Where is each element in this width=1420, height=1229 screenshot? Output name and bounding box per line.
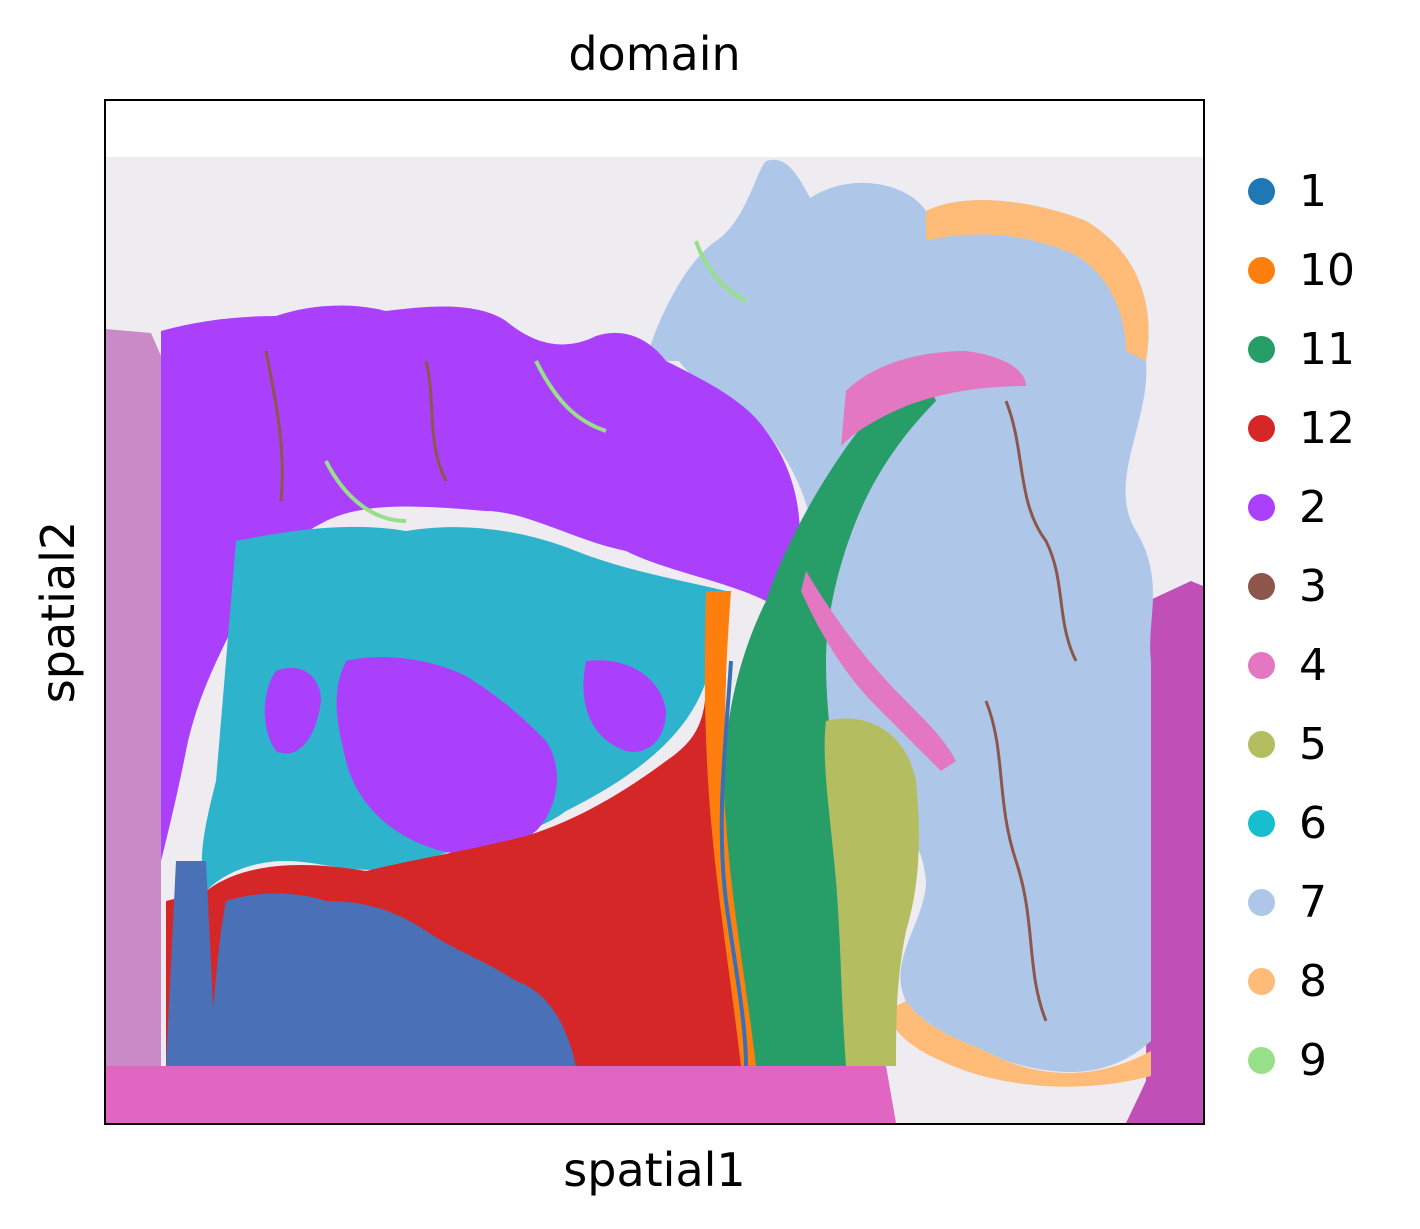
region-4-accent-b <box>801 571 956 771</box>
legend-marker-5 <box>1248 731 1275 758</box>
legend-item-4: 4 <box>1248 626 1355 705</box>
region-4-accent-a <box>841 351 1026 446</box>
region-8-border <box>926 200 1149 361</box>
region-2-lobe-a <box>264 667 321 754</box>
legend-label-8: 8 <box>1299 955 1327 1007</box>
chart-title: domain <box>568 27 741 81</box>
legend-marker-3 <box>1248 573 1275 600</box>
legend-item-6: 6 <box>1248 784 1355 863</box>
legend-marker-7 <box>1248 889 1275 916</box>
legend-marker-8 <box>1248 968 1275 995</box>
legend-label-1: 1 <box>1299 165 1327 217</box>
he-tissue-bottom <box>106 1066 896 1123</box>
legend-item-2: 2 <box>1248 468 1355 547</box>
legend-item-12: 12 <box>1248 389 1355 468</box>
legend-item-1: 1 <box>1248 152 1355 231</box>
region-5-patch <box>824 718 919 1066</box>
legend-label-11: 11 <box>1299 323 1355 375</box>
region-1-fingers <box>206 893 576 1066</box>
domain-regions <box>161 159 1153 1087</box>
legend-marker-12 <box>1248 415 1275 442</box>
legend-marker-6 <box>1248 810 1275 837</box>
vessel-line <box>719 660 748 1067</box>
region-9-trace-c <box>694 240 747 303</box>
legend: 1 10 11 12 2 3 4 5 6 7 8 9 <box>1248 152 1355 1100</box>
legend-item-9: 9 <box>1248 1021 1355 1100</box>
y-axis-label: spatial2 <box>31 520 85 704</box>
x-axis-label: spatial1 <box>563 1143 746 1197</box>
region-9-trace-b <box>534 360 607 433</box>
region-11-band <box>724 376 936 1066</box>
legend-marker-4 <box>1248 652 1275 679</box>
legend-marker-2 <box>1248 494 1275 521</box>
plot-area <box>104 99 1205 1125</box>
legend-label-9: 9 <box>1299 1034 1327 1086</box>
he-tissue-right <box>1126 581 1203 1123</box>
region-2-blob <box>336 656 557 855</box>
region-10-band <box>704 591 761 1066</box>
legend-label-5: 5 <box>1299 718 1327 770</box>
region-3-trace-a <box>264 350 284 502</box>
legend-item-5: 5 <box>1248 705 1355 784</box>
legend-item-7: 7 <box>1248 863 1355 942</box>
region-3-trace-c <box>1004 400 1078 662</box>
legend-label-3: 3 <box>1299 560 1327 612</box>
legend-item-10: 10 <box>1248 231 1355 310</box>
region-3-trace-b <box>424 360 448 482</box>
legend-label-2: 2 <box>1299 481 1327 533</box>
legend-label-4: 4 <box>1299 639 1327 691</box>
region-1-lower <box>166 861 216 1066</box>
legend-item-8: 8 <box>1248 942 1355 1021</box>
legend-marker-9 <box>1248 1047 1275 1074</box>
legend-marker-1 <box>1248 178 1275 205</box>
legend-item-11: 11 <box>1248 310 1355 389</box>
he-tissue-left <box>106 329 161 1123</box>
region-8-lower <box>886 1001 1151 1087</box>
region-9-trace-a <box>324 460 407 523</box>
region-7-right <box>666 182 1153 1073</box>
legend-label-10: 10 <box>1299 244 1355 296</box>
legend-marker-10 <box>1248 257 1275 284</box>
legend-label-6: 6 <box>1299 797 1327 849</box>
region-2-lobe-b <box>583 660 666 752</box>
legend-label-12: 12 <box>1299 402 1355 454</box>
legend-marker-11 <box>1248 336 1275 363</box>
spatial-scatter <box>106 101 1203 1123</box>
legend-label-7: 7 <box>1299 876 1327 928</box>
legend-item-3: 3 <box>1248 547 1355 626</box>
region-2-left <box>161 305 800 861</box>
region-3-trace-d <box>984 700 1048 1022</box>
region-7-top <box>646 159 826 361</box>
